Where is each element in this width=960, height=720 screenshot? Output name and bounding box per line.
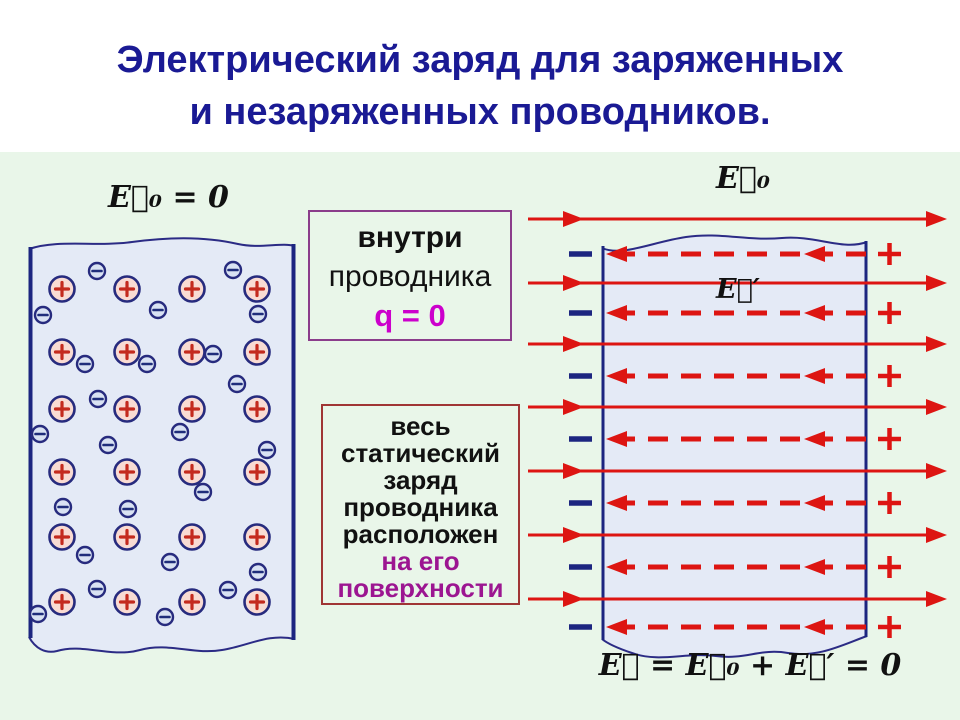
plus-charge — [48, 523, 76, 551]
surface-plus-sign — [878, 365, 901, 387]
minus-charge — [223, 260, 243, 280]
induced-field-arrow — [606, 619, 866, 635]
conductor-top-edge — [28, 237, 296, 250]
minus-charge — [75, 545, 95, 565]
plus-charge — [113, 588, 141, 616]
slide-title: Электрический заряд для заряженных и нез… — [0, 34, 960, 138]
external-field-arrow — [528, 527, 947, 543]
plus-charge — [178, 338, 206, 366]
external-field-arrow — [528, 591, 947, 607]
left-conductor-svg — [28, 237, 296, 654]
superposition-formula: E⃗ = E⃗₀ + E⃗′ = 0 — [598, 648, 902, 683]
plus-charge — [243, 588, 271, 616]
minus-charge — [148, 300, 168, 320]
title-line-2: и незаряженных проводников. — [189, 91, 771, 133]
plus-charge — [178, 523, 206, 551]
external-field-arrow — [528, 211, 947, 227]
minus-charge — [53, 497, 73, 517]
plus-charge — [243, 338, 271, 366]
minus-charge — [88, 389, 108, 409]
inside-conductor-box: внутри проводника q = 0 — [308, 210, 512, 341]
minus-charge — [75, 354, 95, 374]
plus-charge — [48, 275, 76, 303]
plus-charge — [48, 588, 76, 616]
right-diagram-svg — [528, 211, 947, 659]
induced-field-label: E⃗′ — [716, 274, 760, 305]
induced-field-arrow — [606, 431, 866, 447]
box2-black-line: заряд — [383, 465, 458, 495]
minus-charge — [98, 435, 118, 455]
plus-charge — [48, 395, 76, 423]
minus-charge — [218, 580, 238, 600]
external-field-arrow — [528, 275, 947, 291]
left-field-label: E⃗₀ = 0 — [108, 180, 229, 215]
minus-charge — [28, 604, 48, 624]
induced-field-arrow — [606, 559, 866, 575]
plus-charge — [48, 338, 76, 366]
conductor-body — [602, 235, 867, 658]
surface-plus-sign — [878, 243, 901, 265]
box2-magenta-lines: на его поверхности — [323, 548, 518, 602]
surface-plus-sign — [878, 302, 901, 324]
minus-charge — [155, 607, 175, 627]
plus-charge — [48, 458, 76, 486]
plus-charge — [113, 338, 141, 366]
induced-field-arrow — [606, 246, 866, 262]
plus-charge — [243, 275, 271, 303]
box1-line-bold: внутри — [357, 221, 463, 254]
plus-charge — [113, 458, 141, 486]
plus-charge — [178, 395, 206, 423]
conductor-top-edge — [601, 234, 868, 252]
minus-charge — [30, 424, 50, 444]
box2-black-line: проводника — [343, 492, 498, 522]
box1-line-regular: проводника — [328, 260, 492, 293]
plus-charge — [243, 523, 271, 551]
box2-magenta-line: поверхности — [337, 573, 504, 603]
minus-charge — [227, 374, 247, 394]
plus-charge — [113, 275, 141, 303]
induced-field-arrow — [606, 495, 866, 511]
plus-charge — [178, 458, 206, 486]
minus-charge — [87, 579, 107, 599]
external-field-arrow — [528, 336, 947, 352]
plus-charge — [178, 275, 206, 303]
external-field-label: E⃗₀ — [715, 161, 770, 196]
minus-charge — [170, 422, 190, 442]
box2-black-line: весь — [390, 411, 451, 441]
induced-field-arrow — [606, 368, 866, 384]
external-field-arrow — [528, 463, 947, 479]
minus-charge — [193, 482, 213, 502]
surface-plus-sign — [878, 492, 901, 514]
minus-charge — [248, 304, 268, 324]
box2-black-line: статический — [340, 438, 501, 468]
box2-black-line: расположен — [342, 519, 499, 549]
box2-black-lines: весь статический заряд проводника расположен — [323, 413, 518, 548]
minus-charge — [160, 552, 180, 572]
surface-plus-sign — [878, 556, 901, 578]
box1-q-zero: q = 0 — [374, 298, 446, 333]
plus-charge — [113, 523, 141, 551]
conductor-body — [29, 238, 295, 653]
conductor-bottom-edge — [601, 635, 868, 659]
induced-field-arrow — [606, 305, 866, 321]
minus-charge — [257, 440, 277, 460]
external-field-arrow — [528, 399, 947, 415]
minus-charge — [33, 305, 53, 325]
plus-charge — [178, 588, 206, 616]
minus-charge — [118, 499, 138, 519]
title-line-1: Электрический заряд для заряженных — [116, 39, 844, 81]
minus-charge — [203, 344, 223, 364]
plus-charge — [243, 458, 271, 486]
box2-magenta-line: на его — [381, 546, 460, 576]
surface-plus-sign — [878, 616, 901, 638]
minus-charge — [248, 562, 268, 582]
plus-charge — [113, 395, 141, 423]
minus-charge — [137, 354, 157, 374]
surface-plus-sign — [878, 428, 901, 450]
minus-charge — [87, 261, 107, 281]
conductor-bottom-edge — [28, 636, 296, 654]
surface-charge-box: весь статический заряд проводника расположен… — [321, 404, 520, 605]
plus-charge — [243, 395, 271, 423]
